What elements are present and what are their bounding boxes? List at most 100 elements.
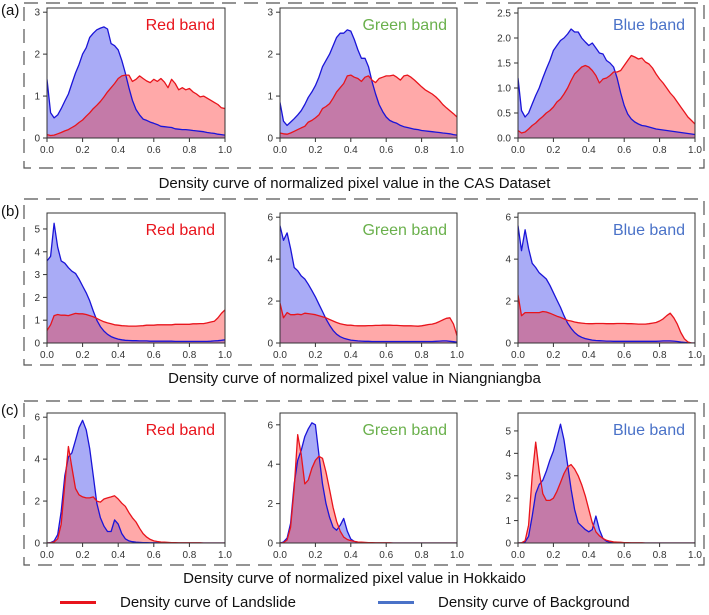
panel-1-2-frame <box>517 212 696 344</box>
panel-2-1-xtick-label: 0.8 <box>415 550 429 561</box>
panel-1-1-overlap-area <box>280 303 457 343</box>
legend-background: Density curve of Background <box>378 594 630 611</box>
panel-1-1-frame <box>279 212 458 344</box>
panel-0-1-landslide-line <box>280 74 457 135</box>
legend-background-label: Density curve of Background <box>438 594 630 611</box>
panel-2-2-ytick-label: 4 <box>505 449 511 460</box>
panel-0-2-xtick-label: 0.8 <box>653 145 667 156</box>
panel-1-2-ytick-label: 2 <box>505 297 511 308</box>
legend-landslide-label: Density curve of Landslide <box>120 594 296 611</box>
panel-2-1-xtick-label: 0.2 <box>308 550 322 561</box>
panel-0-1-background-line <box>280 29 457 136</box>
panel-1-1-xtick-label: 0.0 <box>273 350 287 361</box>
row-label-c: (c) <box>1 402 19 419</box>
panel-2-2-ytick-label: 5 <box>505 426 511 437</box>
panel-1-0-ytick-label: 2 <box>34 293 40 304</box>
panel-0-1-xtick-label: 0.6 <box>379 145 393 156</box>
panel-1-0-background-line <box>47 222 225 343</box>
panel-2-2-landslide-line <box>518 441 695 543</box>
panel-0-1-overlap-area <box>280 75 457 138</box>
panel-1-2-ytick-label: 4 <box>505 255 511 266</box>
panel-1-2-landslide-line <box>518 294 695 343</box>
panel-1-2-background-line <box>518 225 695 343</box>
panel-1-1-xtick-label: 0.6 <box>379 350 393 361</box>
legend-landslide: Density curve of Landslide <box>60 594 296 611</box>
panel-1-1-xtick-label: 0.8 <box>415 350 429 361</box>
panel-2-0-xtick-label: 0.2 <box>76 550 90 561</box>
panel-1-0-ytick-label: 5 <box>34 224 40 235</box>
panel-1-2-xtick-label: 0.2 <box>546 350 560 361</box>
panel-1-2-title: Blue band <box>613 222 685 239</box>
panel-1-0-background-area <box>47 223 225 343</box>
panel-1-1-ytick-label: 0 <box>267 339 273 350</box>
panel-2-1-title: Green band <box>362 422 447 439</box>
panel-1-0-xtick-label: 0.0 <box>40 350 54 361</box>
panel-2-2-title: Blue band <box>613 422 685 439</box>
panel-1-0-title: Red band <box>146 222 215 239</box>
row-dashed-box-0 <box>23 2 705 169</box>
caption-hokkaido: Density curve of normalized pixel value … <box>183 570 526 587</box>
panel-0-2-ytick-label: 0.5 <box>497 109 511 120</box>
panel-1-0-ytick-label: 4 <box>34 247 40 258</box>
panel-0-2-xtick-label: 0.4 <box>582 145 596 156</box>
panel-0-1-ytick-label: 3 <box>267 8 273 19</box>
panel-2-2-background-line <box>518 423 695 543</box>
row-dashed-box-2 <box>23 400 705 566</box>
panel-1-0-xtick-label: 0.2 <box>76 350 90 361</box>
panel-0-2-ytick-label: 0.0 <box>497 134 511 145</box>
panel-0-2-landslide-line <box>518 54 695 134</box>
panel-2-0-ytick-label: 0 <box>34 539 40 550</box>
panel-0-0-xtick-label: 0.8 <box>182 145 196 156</box>
panel-0-2-xtick-label: 0.2 <box>546 145 560 156</box>
panel-0-2-xtick-label: 1.0 <box>688 145 702 156</box>
panel-0-2-ytick-label: 1.0 <box>497 84 511 95</box>
panel-2-0-title: Red band <box>146 422 215 439</box>
panel-1-2-ytick-label: 6 <box>505 213 511 224</box>
panel-2-2-xtick-label: 0.4 <box>582 550 596 561</box>
panel-2-1-ytick-label: 4 <box>267 460 273 471</box>
panel-0-1-title: Green band <box>362 17 447 34</box>
panel-2-2-xtick-label: 0.2 <box>546 550 560 561</box>
panel-2-1-xtick-label: 1.0 <box>450 550 464 561</box>
panel-0-1-xtick-label: 0.2 <box>308 145 322 156</box>
panel-1-0-xtick-label: 0.4 <box>111 350 125 361</box>
panel-2-1-ytick-label: 6 <box>267 420 273 431</box>
panel-2-2-ytick-label: 2 <box>505 494 511 505</box>
panel-1-1-xtick-label: 0.4 <box>344 350 358 361</box>
panel-0-0-xtick-label: 0.2 <box>76 145 90 156</box>
panel-2-2-ytick-label: 0 <box>505 539 511 550</box>
panel-2-2-xtick-label: 0.0 <box>511 550 525 561</box>
row-label-a: (a) <box>1 2 20 19</box>
panel-2-0-overlap-area <box>47 457 225 543</box>
panel-1-0-xtick-label: 1.0 <box>218 350 232 361</box>
panel-0-2-overlap-area <box>518 65 695 138</box>
panel-1-1-ytick-label: 6 <box>267 213 273 224</box>
panel-2-2-ytick-label: 3 <box>505 471 511 482</box>
panel-2-0-xtick-label: 0.4 <box>111 550 125 561</box>
panel-0-0-ytick-label: 2 <box>34 50 40 61</box>
panel-0-2-ytick-label: 2.5 <box>497 9 511 20</box>
panel-2-0-xtick-label: 0.8 <box>182 550 196 561</box>
panel-0-1-frame <box>279 7 458 139</box>
caption-niangniangba: Density curve of normalized pixel value … <box>168 370 541 387</box>
panel-1-0-xtick-label: 0.6 <box>147 350 161 361</box>
panel-2-0-ytick-label: 4 <box>34 455 40 466</box>
panel-1-2-xtick-label: 0.8 <box>653 350 667 361</box>
panel-2-0-ytick-label: 2 <box>34 497 40 508</box>
panel-0-0-ytick-label: 0 <box>34 134 40 145</box>
panel-0-0-background-line <box>47 26 225 136</box>
panel-1-1-title: Green band <box>362 222 447 239</box>
panel-2-1-frame <box>279 412 458 544</box>
panel-0-0-ytick-label: 1 <box>34 92 40 103</box>
panel-2-0-ytick-label: 6 <box>34 413 40 424</box>
panel-2-2-frame <box>517 412 696 544</box>
panel-2-0-frame <box>46 412 226 544</box>
panel-1-0-xtick-label: 0.8 <box>182 350 196 361</box>
panel-0-2-title: Blue band <box>613 17 685 34</box>
panel-2-2-xtick-label: 0.8 <box>653 550 667 561</box>
panel-0-2-xtick-label: 0.0 <box>511 145 525 156</box>
panel-1-1-xtick-label: 0.2 <box>308 350 322 361</box>
panel-2-2-xtick-label: 0.6 <box>617 550 631 561</box>
panel-2-0-background-line <box>47 419 225 543</box>
